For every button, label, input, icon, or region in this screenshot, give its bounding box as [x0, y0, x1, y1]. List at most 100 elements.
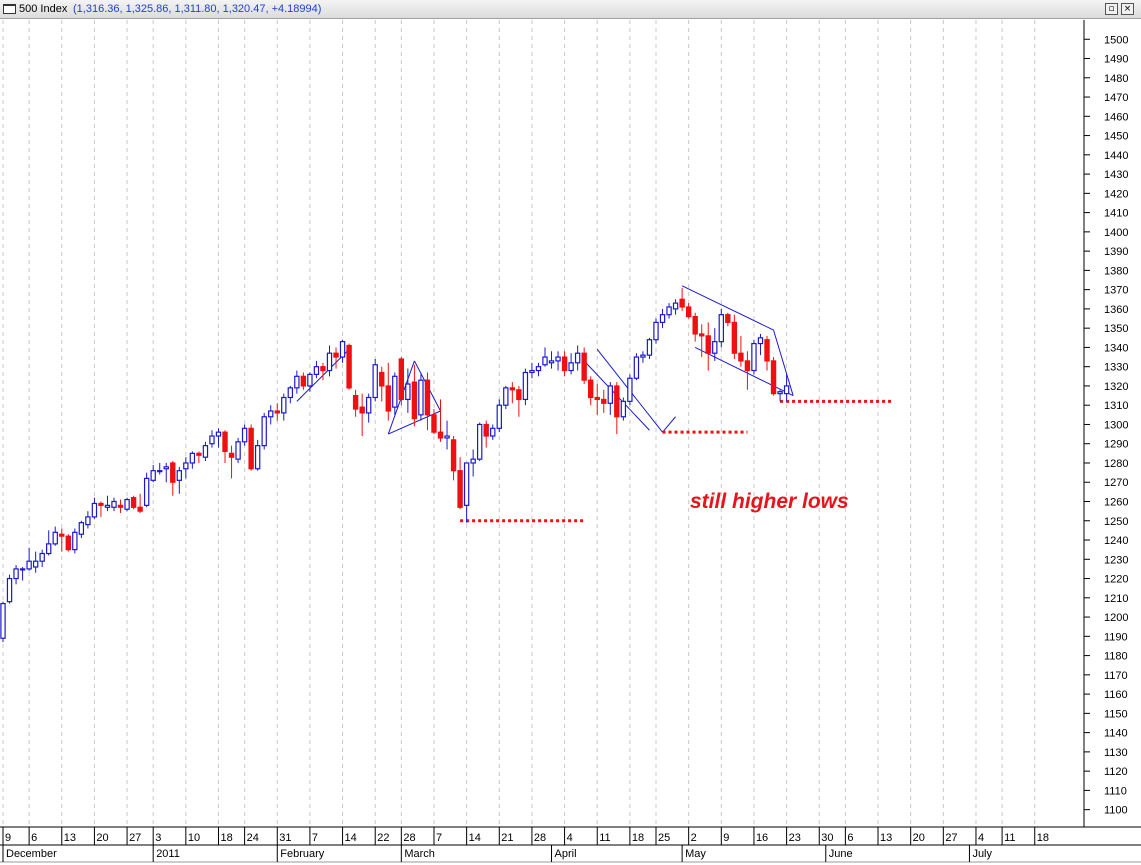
candle-down — [770, 357, 777, 396]
month-tick-label: May — [685, 848, 706, 860]
candle-body — [777, 391, 783, 395]
price-tick-label: 1420 — [1104, 188, 1128, 200]
candle-body — [705, 335, 711, 354]
candle-body — [339, 341, 346, 358]
candle-body — [692, 316, 698, 335]
candle-body — [307, 373, 313, 387]
price-tick-label: 1250 — [1104, 516, 1128, 528]
candle-body — [228, 452, 235, 458]
close-window-button[interactable]: × — [1121, 3, 1134, 15]
candle-body — [130, 497, 137, 508]
day-tick-label: 4 — [978, 832, 984, 844]
candle-body — [679, 298, 685, 308]
candle-down — [196, 451, 202, 463]
candle-up — [607, 382, 613, 415]
candle-up — [392, 372, 398, 415]
candle-body — [268, 410, 274, 418]
candle-body — [437, 431, 444, 439]
candle-body — [365, 396, 372, 414]
candle-body — [189, 452, 196, 464]
candle-up — [751, 339, 757, 375]
candle-body — [281, 396, 287, 414]
candle-down — [346, 343, 352, 390]
candle-up — [313, 360, 320, 379]
restore-window-button[interactable]: ▫ — [1105, 3, 1118, 15]
candle-up — [78, 520, 85, 539]
price-tick-label: 1100 — [1104, 805, 1128, 817]
day-tick-label: 27 — [945, 832, 957, 844]
plot-frame — [0, 20, 1141, 863]
candle-body — [294, 375, 300, 389]
candle-body — [392, 375, 398, 408]
candle-down — [581, 347, 587, 385]
candle-body — [646, 339, 653, 356]
candle-up — [463, 462, 470, 523]
candle-body — [699, 333, 705, 337]
date-axis: 9 6 13 20 27 3 10 18 24 31 7 14 22 28 7 14 21 28 4 11 18 25 2 9… — [2, 827, 1049, 862]
ohlc-readout: (1,316.36, 1,325.86, 1,311.80, 1,320.47,… — [73, 3, 322, 15]
day-tick-label: 28 — [534, 832, 546, 844]
candle-down — [170, 461, 176, 496]
candle-body — [476, 423, 483, 460]
candle-body — [751, 342, 757, 372]
price-tick-label: 1320 — [1104, 381, 1128, 393]
candle-body — [235, 441, 241, 460]
candle-down — [601, 389, 607, 413]
trendline — [662, 416, 676, 433]
price-tick-label: 1190 — [1104, 631, 1128, 643]
candle-up — [496, 399, 502, 433]
day-tick-label: 25 — [658, 832, 670, 844]
candle-body — [457, 470, 463, 508]
candle-up — [143, 472, 150, 508]
candle-up — [307, 372, 313, 392]
candle-up — [52, 526, 58, 546]
candle-body — [444, 435, 450, 439]
day-tick-label: 21 — [501, 832, 513, 844]
price-tick-label: 1140 — [1104, 728, 1128, 740]
candle-up — [268, 405, 274, 425]
price-tick-label: 1470 — [1104, 92, 1128, 104]
candle-up — [555, 351, 561, 371]
candle-down — [385, 362, 391, 421]
candle-body — [418, 379, 424, 416]
day-tick-label: 11 — [599, 832, 610, 844]
candle-body — [32, 560, 39, 568]
price-tick-label: 1310 — [1104, 400, 1128, 412]
candle-body — [666, 306, 672, 316]
candle-up — [157, 462, 163, 475]
price-tick-label: 1270 — [1104, 477, 1128, 489]
day-tick-label: 9 — [723, 832, 729, 844]
candle-down — [725, 312, 731, 327]
candle-body — [483, 423, 489, 437]
candle-up — [124, 497, 130, 512]
candle-body — [529, 369, 535, 374]
candle-down — [411, 364, 418, 427]
candle-up — [522, 368, 529, 406]
price-tick-label: 1240 — [1104, 535, 1128, 547]
candle-body — [463, 462, 470, 506]
candle-body — [614, 385, 620, 418]
price-tick-label: 1360 — [1104, 304, 1128, 316]
candle-body — [39, 552, 45, 562]
candle-up — [39, 549, 45, 567]
month-tick-label: February — [280, 848, 325, 860]
candle-body — [202, 445, 209, 458]
candle-down — [379, 366, 385, 402]
candle-body — [450, 439, 457, 472]
candle-down — [274, 403, 280, 421]
candle-body — [594, 396, 600, 401]
candle-body — [13, 568, 19, 580]
day-tick-label: 13 — [880, 832, 892, 844]
candle-body — [183, 462, 189, 470]
candle-down — [130, 495, 137, 510]
candle-body — [176, 470, 183, 481]
candle-up — [542, 347, 548, 367]
candle-body — [117, 504, 124, 508]
candle-body — [359, 406, 365, 414]
candle-up — [777, 389, 783, 402]
price-tick-label: 1230 — [1104, 554, 1128, 566]
candle-down — [685, 303, 692, 319]
candle-body — [568, 362, 574, 372]
candle-up — [620, 397, 627, 421]
